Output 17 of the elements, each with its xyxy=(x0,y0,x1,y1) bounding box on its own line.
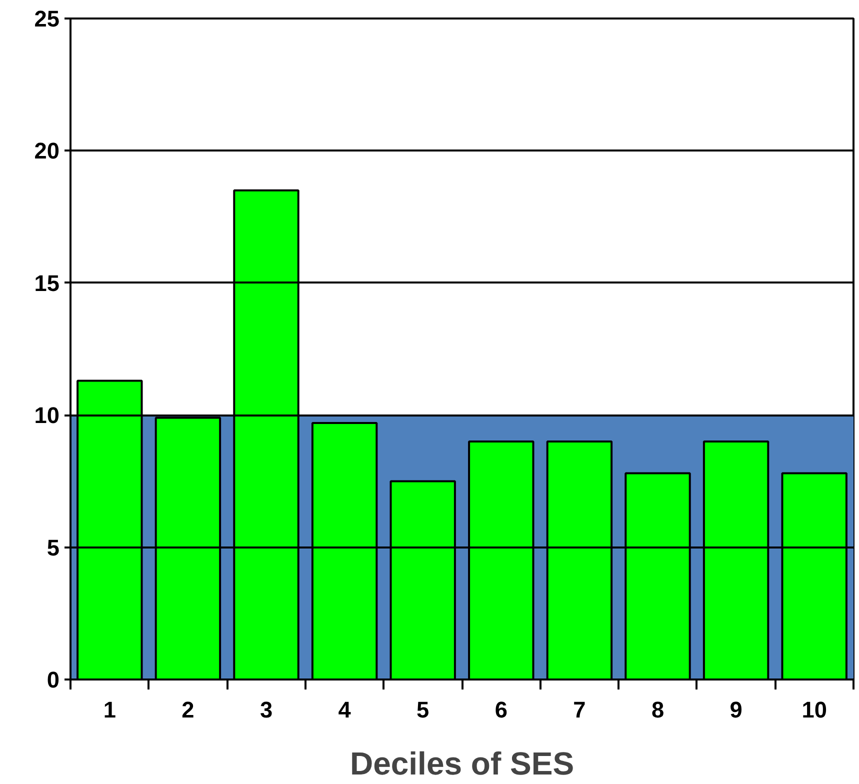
x-tick-label: 6 xyxy=(494,696,508,722)
x-tick-label: 8 xyxy=(651,696,664,722)
y-tick-label: 25 xyxy=(34,6,60,32)
y-tick-label: 15 xyxy=(34,270,60,296)
y-tick-label: 0 xyxy=(46,666,60,692)
x-tick-label: 1 xyxy=(103,696,116,722)
x-axis-title: Deciles of SES xyxy=(350,746,574,782)
x-tick-label: 5 xyxy=(416,696,430,722)
x-tick-label: 2 xyxy=(182,696,194,722)
x-tick-label: 9 xyxy=(730,696,742,722)
x-tick-label: 3 xyxy=(260,696,273,722)
x-tick-label: 4 xyxy=(338,696,352,722)
y-tick-label: 5 xyxy=(46,534,60,560)
y-tick-label: 20 xyxy=(34,138,60,164)
x-tick-label: 10 xyxy=(802,696,827,722)
x-tick-label: 7 xyxy=(573,696,586,722)
y-tick-label: 10 xyxy=(34,402,60,428)
